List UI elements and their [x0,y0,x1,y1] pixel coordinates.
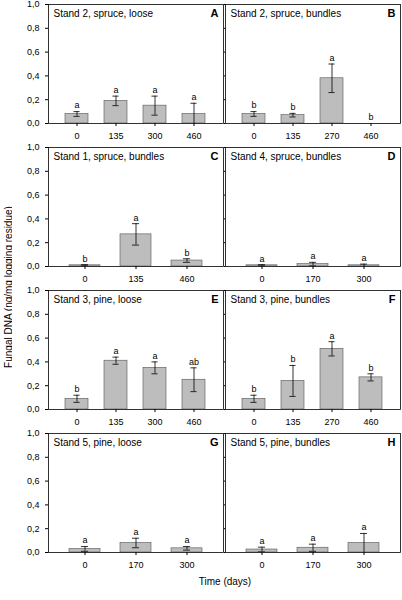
svg-text:b: b [184,248,189,258]
svg-text:0,0: 0,0 [27,261,40,271]
svg-text:a: a [361,522,366,532]
svg-text:a: a [191,92,196,102]
svg-text:0,6: 0,6 [27,190,40,200]
svg-text:300: 300 [147,131,162,141]
svg-text:170: 170 [128,560,143,570]
svg-text:a: a [310,251,315,261]
svg-text:0,0: 0,0 [27,404,40,414]
svg-text:0,2: 0,2 [27,524,40,534]
svg-text:0,4: 0,4 [27,214,40,224]
svg-text:0: 0 [74,131,79,141]
svg-text:a: a [74,100,79,110]
svg-text:0,4: 0,4 [27,71,40,81]
svg-text:B: B [388,7,396,19]
svg-text:1,0: 1,0 [27,0,40,9]
svg-text:D: D [388,150,396,162]
svg-text:300: 300 [356,274,371,284]
svg-text:0,2: 0,2 [27,95,40,105]
svg-text:300: 300 [147,417,162,427]
svg-text:135: 135 [128,274,143,284]
svg-text:270: 270 [324,131,339,141]
svg-text:ab: ab [189,357,199,367]
svg-text:a: a [329,331,334,341]
svg-text:460: 460 [363,417,378,427]
svg-text:b: b [368,363,373,373]
svg-text:0: 0 [251,417,256,427]
svg-text:a: a [113,346,118,356]
svg-text:0,0: 0,0 [27,118,40,128]
svg-text:a: a [133,213,138,223]
svg-text:0,6: 0,6 [27,476,40,486]
svg-text:Stand 3, pine, loose: Stand 3, pine, loose [54,294,143,305]
html-text:Fungal DNA (ng/mg logging resi: Fungal DNA (ng/mg logging residue) [3,206,14,368]
svg-text:0,6: 0,6 [27,333,40,343]
svg-text:F: F [389,293,396,305]
svg-text:b: b [251,384,256,394]
svg-text:H: H [388,436,396,448]
svg-text:0,8: 0,8 [27,452,40,462]
svg-text:G: G [210,436,219,448]
svg-text:460: 460 [363,131,378,141]
svg-text:a: a [310,533,315,543]
svg-text:0,2: 0,2 [27,381,40,391]
svg-text:Stand 2, spruce, loose: Stand 2, spruce, loose [54,8,154,19]
svg-text:a: a [133,527,138,537]
svg-text:a: a [259,254,264,264]
svg-text:0: 0 [259,560,264,570]
svg-text:a: a [82,535,87,545]
svg-text:0,8: 0,8 [27,309,40,319]
svg-text:1,0: 1,0 [27,286,40,295]
svg-text:0: 0 [259,274,264,284]
svg-text:300: 300 [356,560,371,570]
svg-text:A: A [211,7,219,19]
svg-text:1,0: 1,0 [27,429,40,438]
svg-text:a: a [184,535,189,545]
svg-text:170: 170 [305,560,320,570]
svg-text:460: 460 [179,274,194,284]
svg-text:0,4: 0,4 [27,500,40,510]
svg-text:b: b [82,254,87,264]
svg-text:Stand 3, pine, bundles: Stand 3, pine, bundles [231,294,331,305]
svg-text:Stand 5, pine, bundles: Stand 5, pine, bundles [231,437,331,448]
svg-text:0,8: 0,8 [27,23,40,33]
svg-text:b: b [251,100,256,110]
svg-text:0,2: 0,2 [27,238,40,248]
svg-text:0: 0 [74,417,79,427]
svg-text:a: a [259,536,264,546]
svg-text:0,8: 0,8 [27,166,40,176]
svg-text:460: 460 [186,131,201,141]
svg-text:135: 135 [285,417,300,427]
svg-text:a: a [152,351,157,361]
svg-text:Stand 1, spruce, bundles: Stand 1, spruce, bundles [54,151,165,162]
svg-text:b: b [290,102,295,112]
html-text:Time (days): Time (days) [198,576,252,587]
svg-text:0,4: 0,4 [27,357,40,367]
svg-text:0: 0 [82,274,87,284]
svg-text:135: 135 [285,131,300,141]
svg-text:1,0: 1,0 [27,143,40,152]
svg-text:a: a [152,85,157,95]
svg-text:270: 270 [324,417,339,427]
svg-text:0,0: 0,0 [27,547,40,557]
svg-text:170: 170 [305,274,320,284]
svg-text:0: 0 [251,131,256,141]
svg-text:a: a [113,85,118,95]
svg-text:300: 300 [179,560,194,570]
svg-text:460: 460 [186,417,201,427]
svg-text:135: 135 [108,131,123,141]
svg-text:a: a [329,53,334,63]
svg-text:E: E [211,293,218,305]
svg-text:Stand 2, spruce, bundles: Stand 2, spruce, bundles [231,8,342,19]
svg-text:b: b [74,384,79,394]
svg-text:a: a [361,253,366,263]
svg-text:b: b [368,112,373,122]
svg-text:0: 0 [82,560,87,570]
svg-text:135: 135 [108,417,123,427]
svg-text:0,6: 0,6 [27,47,40,57]
svg-text:C: C [211,150,219,162]
svg-text:Stand 5, pine, loose: Stand 5, pine, loose [54,437,143,448]
svg-text:b: b [290,354,295,364]
svg-text:Stand 4, spruce, bundles: Stand 4, spruce, bundles [231,151,342,162]
